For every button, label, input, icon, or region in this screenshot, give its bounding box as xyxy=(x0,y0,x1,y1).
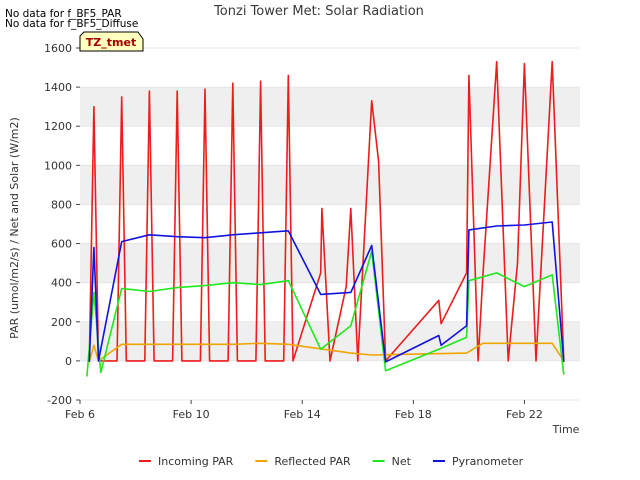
y-tick-label: 800 xyxy=(51,198,72,211)
grid-band xyxy=(80,243,580,283)
y-tick-label: 1000 xyxy=(44,159,72,172)
grid-band xyxy=(80,87,580,127)
series-line-net xyxy=(86,250,565,377)
y-tick-label: -200 xyxy=(47,394,72,407)
station-badge: TZ_tmet xyxy=(79,31,144,52)
legend-label-pyranometer: Pyranometer xyxy=(452,455,524,468)
y-tick-label: 400 xyxy=(51,277,72,290)
no-data-note-par: No data for f_BF5_PAR xyxy=(5,8,122,20)
x-tick-label: Feb 18 xyxy=(395,408,432,421)
station-badge-label: TZ_tmet xyxy=(86,36,136,49)
grid-band xyxy=(80,165,580,205)
legend-label-net: Net xyxy=(392,455,412,468)
x-tick-label: Feb 14 xyxy=(284,408,321,421)
station-badge-shape xyxy=(79,31,144,52)
x-axis-ticks: Feb 6 Feb 10 Feb 14 Feb 18 Feb 22 xyxy=(65,400,543,421)
y-tick-label: 0 xyxy=(65,355,72,368)
y-tick-label: 1600 xyxy=(44,42,72,55)
y-tick-label: 1400 xyxy=(44,81,72,94)
legend-label-incoming-par: Incoming PAR xyxy=(158,455,234,468)
no-data-note-diffuse: No data for f_BF5_Diffuse xyxy=(5,18,139,30)
series-line-reflected-par xyxy=(88,342,565,363)
y-tick-label: 600 xyxy=(51,238,72,251)
series-line-pyranometer xyxy=(88,221,565,363)
x-tick-label: Feb 6 xyxy=(65,408,95,421)
legend: Incoming PAR Reflected PAR Net Pyranometer xyxy=(139,455,524,468)
series-layer xyxy=(86,60,565,377)
y-axis-label: PAR (umol/m2/s) / Net and Solar (W/m2) xyxy=(8,117,21,339)
x-tick-label: Feb 22 xyxy=(506,408,543,421)
y-tick-label: 200 xyxy=(51,316,72,329)
x-axis-label: Time xyxy=(552,423,580,436)
grid-bands xyxy=(80,87,580,361)
y-tick-label: 1200 xyxy=(44,120,72,133)
y-axis-ticks: -200 0 200 400 600 800 1000 1200 1400 1600 xyxy=(44,42,80,407)
series-line-incoming-par xyxy=(88,60,565,362)
chart-title: Tonzi Tower Met: Solar Radiation xyxy=(213,4,424,19)
x-tick-label: Feb 10 xyxy=(173,408,210,421)
grid-lines xyxy=(80,47,580,401)
legend-label-reflected-par: Reflected PAR xyxy=(274,455,351,468)
